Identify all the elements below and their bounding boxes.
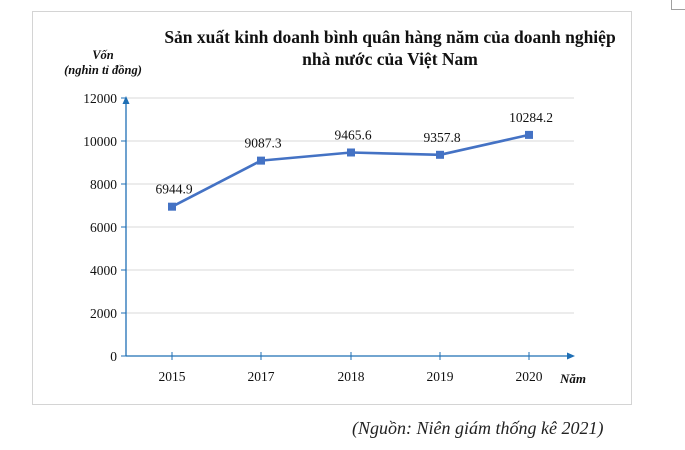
chart-title-line-2: nhà nước của Việt Nam [302,49,478,69]
y-axis-title: Vốn (nghìn tỉ đồng) [58,48,148,78]
y-tick-label: 4000 [90,263,117,278]
data-point-marker [257,156,265,165]
y-axis-title-line-1: Vốn [92,48,114,62]
data-point-marker [168,202,176,211]
data-label: 9465.6 [334,127,371,142]
data-point-marker [347,148,355,157]
y-tick-label: 6000 [90,220,117,235]
data-point-marker [436,150,444,159]
data-label: 9357.8 [423,130,460,145]
x-tick-label: 2019 [427,369,454,384]
series-line [171,133,530,208]
chart-title: Sản xuất kinh doanh bình quân hàng năm c… [140,26,640,70]
x-tick-label: 2020 [516,369,543,384]
chart-title-line-1: Sản xuất kinh doanh bình quân hàng năm c… [164,27,616,47]
x-tick-label: 2018 [338,369,365,384]
data-label: 10284.2 [509,110,553,125]
x-tick-label: 2017 [248,369,275,384]
data-point-marker [525,130,533,139]
axes [122,96,575,360]
data-labels: 6944.9 9087.3 9465.6 9357.8 10284.2 [155,110,553,197]
y-tick-label: 8000 [90,177,117,192]
data-label: 6944.9 [155,182,192,197]
y-axis-title-line-2: (nghìn tỉ đồng) [64,63,142,77]
y-axis-ticks: 0 2000 4000 6000 8000 10000 12000 [83,91,126,364]
y-tick-label: 2000 [90,306,117,321]
x-axis-arrow-icon [567,352,575,360]
x-axis-title: Năm [560,371,586,386]
chart-frame [32,11,632,405]
y-axis-arrow-icon [122,96,130,104]
y-tick-label: 0 [110,349,117,364]
data-series [168,130,533,211]
y-tick-label: 10000 [83,134,117,149]
data-label: 9087.3 [244,136,281,151]
x-axis-ticks: 2015 2017 2018 2019 2020 [159,352,543,384]
source-note: (Nguồn: Niên giám thống kê 2021) [352,418,604,438]
y-tick-label: 12000 [83,91,117,106]
corner-mark [671,0,685,10]
x-tick-label: 2015 [159,369,186,384]
